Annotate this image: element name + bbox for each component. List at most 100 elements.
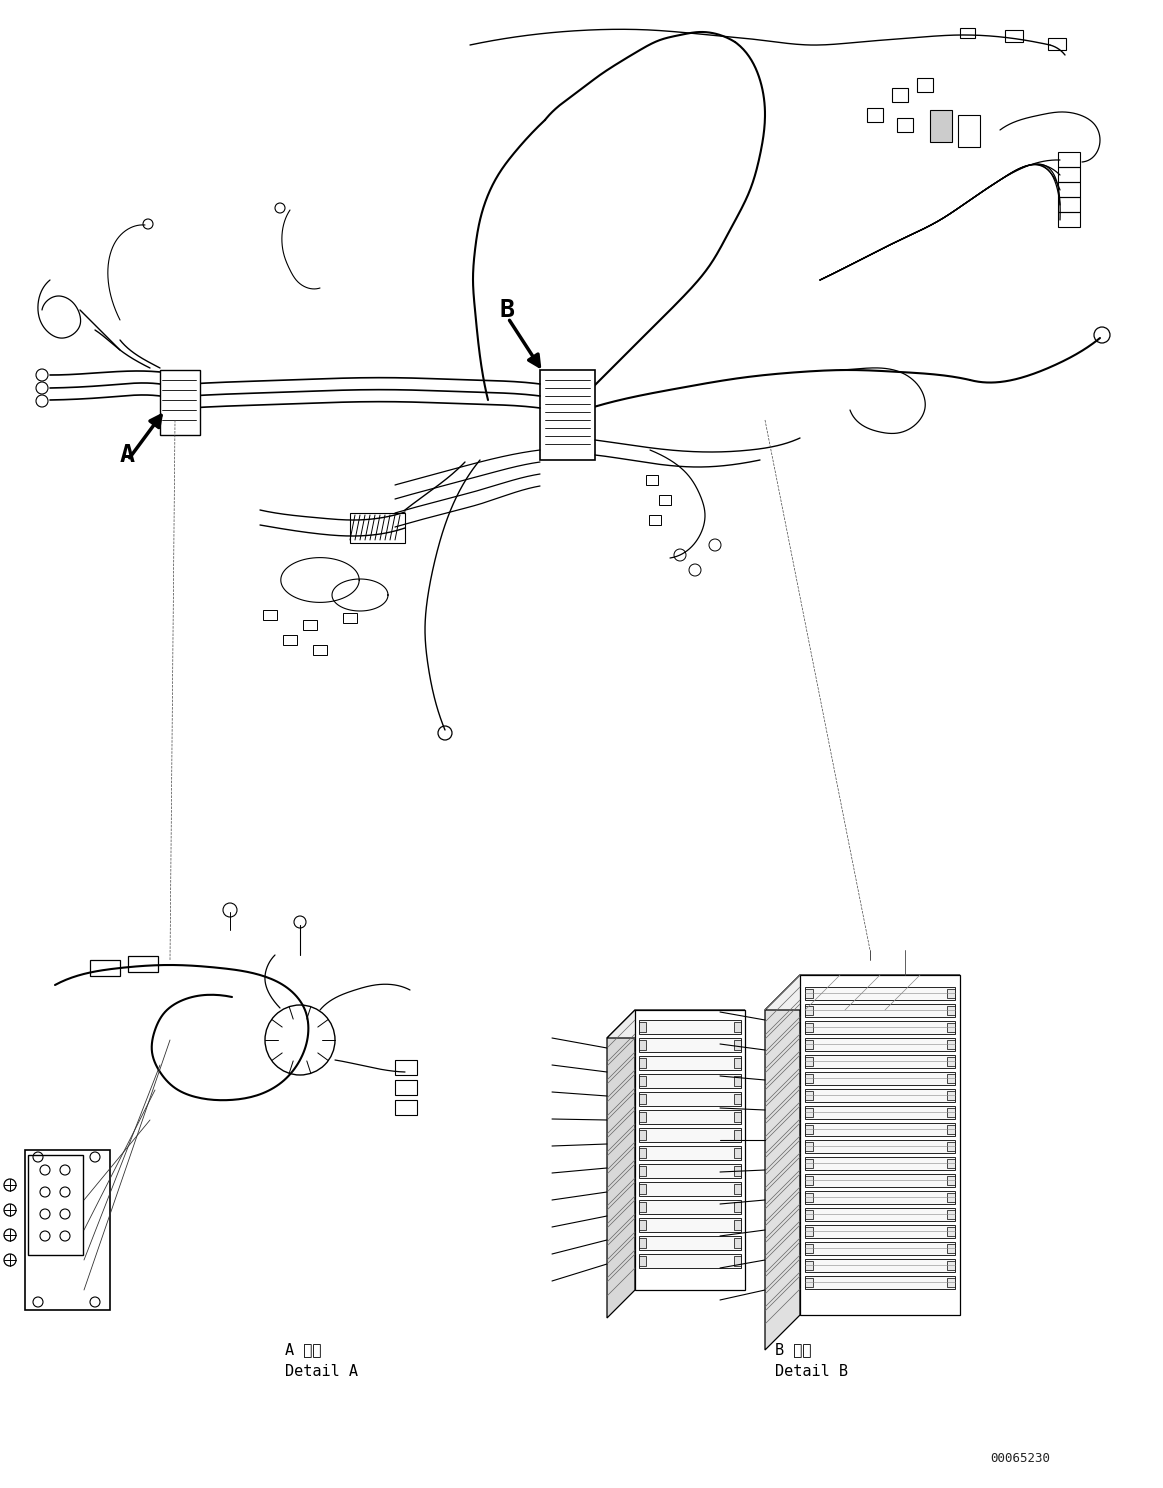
Bar xyxy=(638,1202,645,1213)
Bar xyxy=(638,1149,645,1158)
Bar xyxy=(866,109,883,122)
Text: A: A xyxy=(120,443,135,467)
Bar xyxy=(659,496,671,504)
Bar xyxy=(805,1071,955,1085)
Bar xyxy=(734,1112,741,1122)
Bar xyxy=(638,1167,645,1176)
Bar xyxy=(805,1228,813,1237)
Bar xyxy=(805,1242,955,1254)
Bar xyxy=(638,1238,645,1248)
Bar xyxy=(805,1278,813,1287)
Bar xyxy=(28,1155,83,1254)
Bar xyxy=(734,1129,741,1140)
Bar xyxy=(304,620,317,629)
Bar xyxy=(734,1238,741,1248)
Polygon shape xyxy=(765,975,959,1010)
Bar xyxy=(805,1056,813,1065)
Bar xyxy=(638,1039,741,1052)
Bar xyxy=(805,1074,813,1083)
Bar xyxy=(649,515,661,525)
Bar xyxy=(947,1159,955,1168)
Bar xyxy=(800,975,959,1315)
Bar xyxy=(805,1176,813,1184)
Bar xyxy=(947,1210,955,1219)
Bar xyxy=(947,1056,955,1065)
Bar xyxy=(947,1176,955,1184)
Bar xyxy=(343,613,357,623)
Bar xyxy=(805,1040,813,1049)
Bar xyxy=(350,513,405,543)
Bar xyxy=(805,1091,813,1100)
Bar xyxy=(638,1237,741,1250)
Bar xyxy=(734,1220,741,1231)
Bar xyxy=(734,1256,741,1266)
Bar xyxy=(930,110,952,141)
Bar xyxy=(805,1190,955,1204)
Bar xyxy=(947,1040,955,1049)
Bar xyxy=(805,1024,813,1033)
Bar xyxy=(645,475,658,485)
Bar xyxy=(638,1254,741,1268)
Bar xyxy=(638,1256,645,1266)
Text: 00065230: 00065230 xyxy=(990,1451,1050,1464)
Bar xyxy=(734,1040,741,1051)
Bar xyxy=(1058,182,1080,196)
Bar xyxy=(638,1074,741,1088)
Bar xyxy=(805,1140,955,1153)
Bar xyxy=(1058,167,1080,182)
Bar xyxy=(734,1022,741,1033)
Bar xyxy=(283,635,297,644)
Bar xyxy=(635,1010,745,1290)
Bar xyxy=(805,1106,955,1119)
Bar xyxy=(638,1092,741,1106)
Bar xyxy=(959,28,975,39)
Bar xyxy=(638,1184,645,1193)
Bar xyxy=(734,1076,741,1086)
Bar xyxy=(805,1174,955,1187)
Polygon shape xyxy=(607,1010,635,1318)
Bar xyxy=(805,1123,955,1135)
Bar xyxy=(638,1220,645,1231)
Bar xyxy=(313,644,327,655)
Bar xyxy=(638,1110,741,1123)
Bar xyxy=(540,371,595,460)
Bar xyxy=(892,88,908,103)
Bar xyxy=(805,1055,955,1068)
Bar xyxy=(1058,152,1080,167)
Bar xyxy=(734,1058,741,1068)
Bar xyxy=(947,1193,955,1202)
Bar xyxy=(805,1208,955,1222)
Polygon shape xyxy=(607,1010,745,1039)
Bar xyxy=(805,987,955,1000)
Bar xyxy=(947,1228,955,1237)
Bar xyxy=(160,371,200,434)
Bar xyxy=(638,1181,741,1196)
Bar xyxy=(947,1109,955,1117)
Bar xyxy=(24,1150,110,1309)
Text: A 詳細: A 詳細 xyxy=(285,1342,321,1357)
Bar xyxy=(958,115,980,147)
Bar xyxy=(897,118,913,132)
Bar xyxy=(947,1091,955,1100)
Bar xyxy=(1058,211,1080,228)
Bar xyxy=(734,1167,741,1176)
Bar xyxy=(638,1058,645,1068)
Bar xyxy=(805,1277,955,1289)
Bar xyxy=(805,1159,813,1168)
Bar xyxy=(90,960,120,976)
Bar xyxy=(1058,196,1080,211)
Bar xyxy=(638,1128,741,1141)
Bar xyxy=(638,1199,741,1214)
Bar xyxy=(734,1202,741,1213)
Bar xyxy=(638,1146,741,1161)
Bar xyxy=(947,1074,955,1083)
Bar xyxy=(805,1039,955,1051)
Text: B: B xyxy=(500,298,515,321)
Bar xyxy=(805,1021,955,1034)
Bar xyxy=(395,1080,418,1095)
Bar xyxy=(638,1112,645,1122)
Bar xyxy=(805,1210,813,1219)
Bar xyxy=(638,1022,645,1033)
Bar xyxy=(805,1141,813,1152)
Bar xyxy=(947,1024,955,1033)
